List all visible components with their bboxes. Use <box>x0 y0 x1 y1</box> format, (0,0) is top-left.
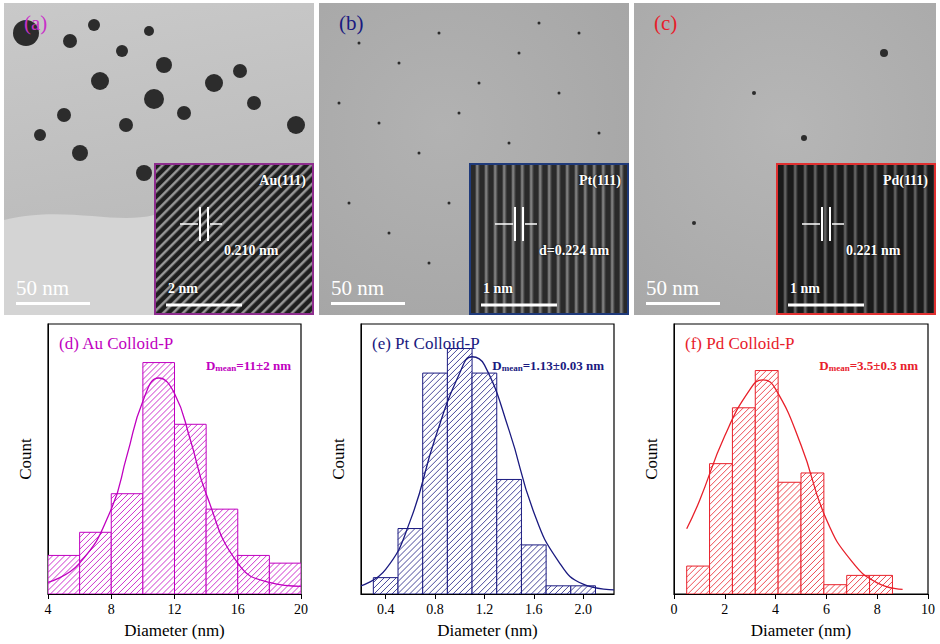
svg-text:D: D <box>206 358 215 373</box>
svg-text:mean: mean <box>215 363 236 373</box>
svg-text:(f) Pd Colloid-P: (f) Pd Colloid-P <box>685 334 795 353</box>
html-text:Pt(111): Pt(111) <box>579 173 621 188</box>
svg-text:=11±2 nm: =11±2 nm <box>236 358 291 373</box>
svg-text:0.8: 0.8 <box>426 602 444 617</box>
svg-text:D: D <box>492 358 501 373</box>
svg-text:(e) Pt Colloid-P: (e) Pt Colloid-P <box>372 334 480 353</box>
svg-text:4: 4 <box>772 602 779 617</box>
html-text:Au(111): Au(111) <box>259 173 306 188</box>
html-text:1 nm: 1 nm <box>790 281 820 296</box>
html-text:(b): (b) <box>339 11 364 35</box>
html-text:(c): (c) <box>654 11 678 35</box>
svg-text:1.6: 1.6 <box>525 602 543 617</box>
svg-text:2.0: 2.0 <box>574 602 592 617</box>
svg-text:mean: mean <box>502 363 523 373</box>
html-text:50 nm: 50 nm <box>16 276 70 300</box>
svg-text:2: 2 <box>721 602 728 617</box>
svg-text:8: 8 <box>874 602 881 617</box>
svg-text:8: 8 <box>108 602 115 617</box>
svg-text:=3.5±0.3 nm: =3.5±0.3 nm <box>850 358 919 373</box>
svg-text:Diameter (nm): Diameter (nm) <box>751 621 852 640</box>
html-text:50 nm: 50 nm <box>646 276 700 300</box>
html-text:0.221 nm: 0.221 nm <box>846 243 901 258</box>
html-text:(a): (a) <box>24 11 48 35</box>
html-text:0.210 nm: 0.210 nm <box>224 243 279 258</box>
svg-text:D: D <box>819 358 828 373</box>
svg-text:1.2: 1.2 <box>476 602 494 617</box>
svg-text:Diameter (nm): Diameter (nm) <box>437 621 538 640</box>
svg-text:12: 12 <box>168 602 182 617</box>
svg-text:mean: mean <box>829 363 850 373</box>
html-text:Pd(111): Pd(111) <box>882 173 928 188</box>
svg-text:0: 0 <box>671 602 678 617</box>
svg-text:10: 10 <box>921 602 935 617</box>
html-text:2 nm: 2 nm <box>168 281 198 296</box>
svg-text:0.4: 0.4 <box>377 602 395 617</box>
svg-text:6: 6 <box>823 602 830 617</box>
svg-text:4: 4 <box>45 602 52 617</box>
svg-text:Count: Count <box>16 438 35 480</box>
html-text:d=0.224 nm: d=0.224 nm <box>539 243 610 258</box>
svg-text:Count: Count <box>329 438 348 480</box>
html-text:50 nm: 50 nm <box>331 276 385 300</box>
svg-text:Count: Count <box>642 438 661 480</box>
svg-text:=1.13±0.03 nm: =1.13±0.03 nm <box>523 358 605 373</box>
svg-text:20: 20 <box>294 602 308 617</box>
svg-text:Diameter (nm): Diameter (nm) <box>124 621 225 640</box>
svg-text:(d) Au Colloid-P: (d) Au Colloid-P <box>59 334 173 353</box>
html-text:1 nm: 1 nm <box>483 281 513 296</box>
svg-text:16: 16 <box>231 602 245 617</box>
